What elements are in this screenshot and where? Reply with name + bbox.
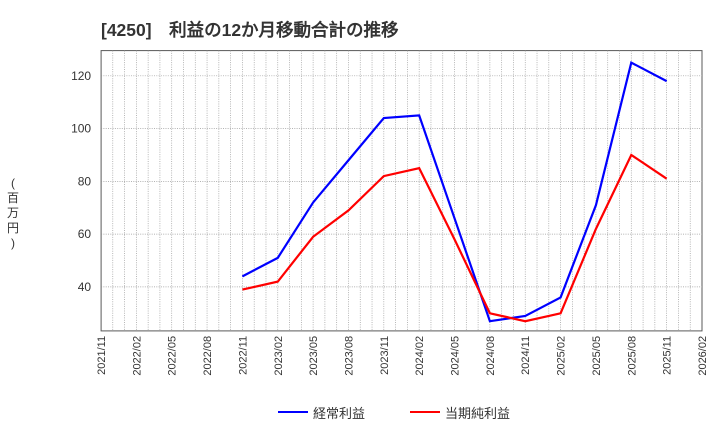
svg-text:100: 100: [71, 122, 91, 136]
svg-text:2023/02: 2023/02: [273, 336, 285, 376]
svg-text:80: 80: [78, 174, 92, 188]
svg-text:2022/08: 2022/08: [202, 336, 214, 376]
svg-text:2025/05: 2025/05: [591, 336, 603, 376]
svg-text:2022/02: 2022/02: [131, 336, 143, 376]
svg-text:2023/11: 2023/11: [379, 336, 391, 375]
svg-text:2022/11: 2022/11: [237, 336, 249, 375]
svg-text:2024/08: 2024/08: [485, 336, 497, 376]
svg-text:2024/11: 2024/11: [520, 336, 532, 375]
svg-text:2024/02: 2024/02: [414, 336, 426, 376]
svg-text:120: 120: [71, 69, 91, 83]
svg-text:2025/11: 2025/11: [662, 336, 674, 375]
svg-text:60: 60: [78, 227, 92, 241]
svg-text:40: 40: [78, 280, 92, 294]
svg-text:2022/05: 2022/05: [167, 336, 179, 376]
svg-text:2026/02: 2026/02: [697, 336, 709, 376]
svg-text:2025/08: 2025/08: [626, 336, 638, 376]
svg-text:2024/05: 2024/05: [450, 336, 462, 376]
svg-text:2021/11: 2021/11: [96, 336, 108, 375]
svg-text:2023/05: 2023/05: [308, 336, 320, 376]
svg-text:2023/08: 2023/08: [344, 336, 356, 376]
svg-text:2025/02: 2025/02: [556, 336, 568, 376]
